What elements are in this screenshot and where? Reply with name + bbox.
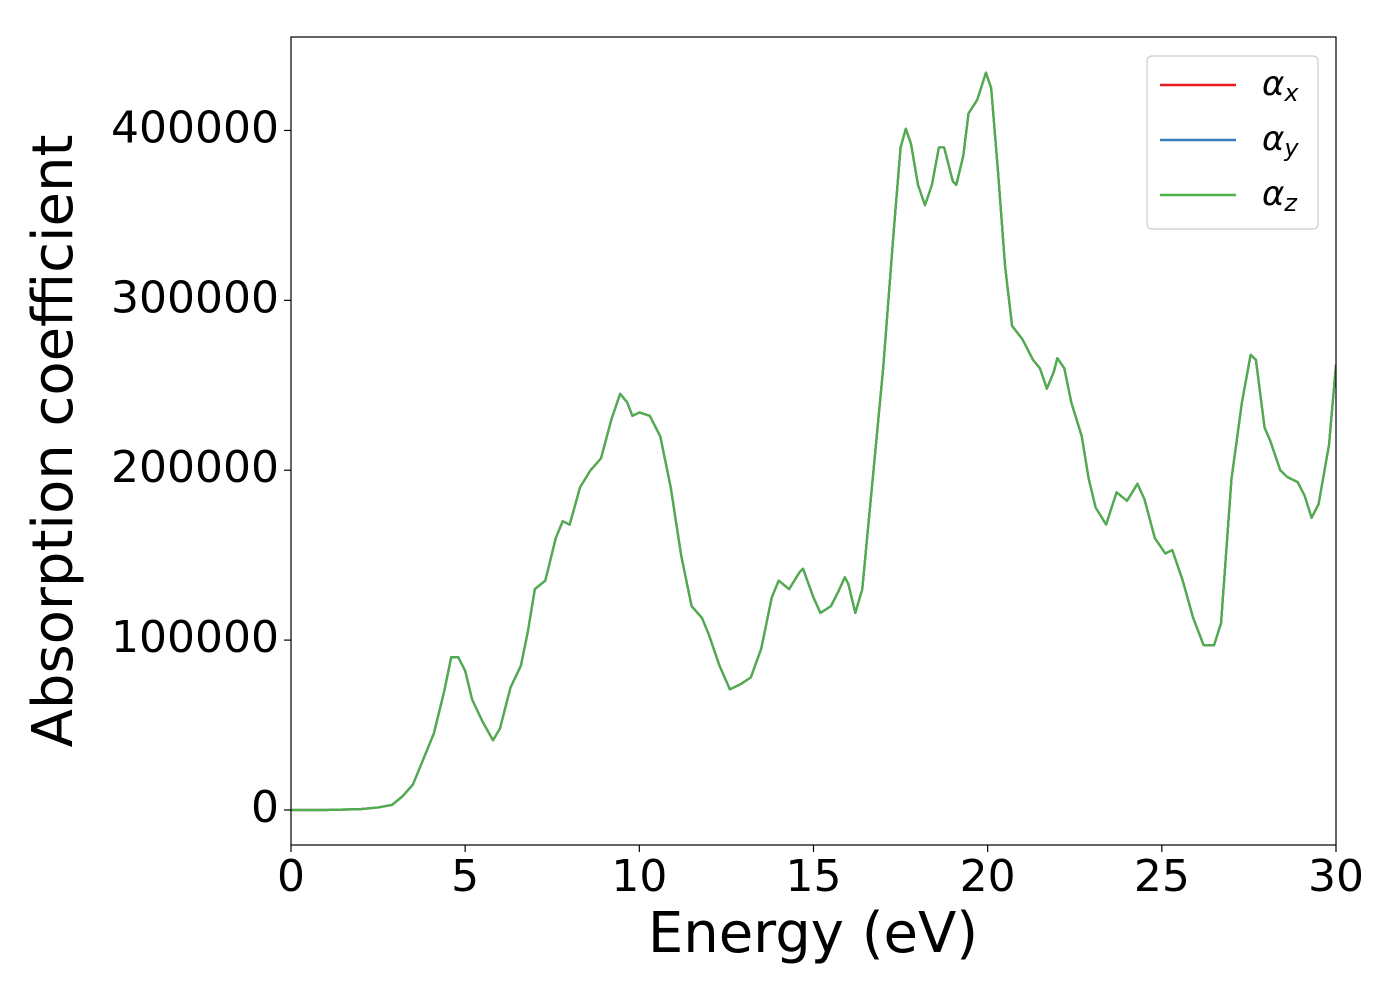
- plot-frame: [290, 36, 1337, 846]
- y-tick-label: 200000: [111, 442, 279, 493]
- y-tick-label: 300000: [111, 272, 279, 323]
- data-line: [291, 71, 1336, 812]
- x-tick-label: 5: [451, 851, 479, 902]
- x-tick-label: 25: [1134, 851, 1190, 902]
- y-axis-label: Absorption coefficient: [21, 135, 86, 748]
- y-tick-label: 100000: [111, 612, 279, 663]
- x-tick-label: 0: [277, 851, 305, 902]
- x-tick-label: 30: [1308, 851, 1364, 902]
- x-tick-label: 15: [786, 851, 842, 902]
- legend-box: [1146, 55, 1319, 230]
- y-tick-label: 400000: [111, 102, 279, 153]
- legend-label: αz: [1262, 174, 1298, 218]
- x-tick-label: 10: [611, 851, 667, 902]
- legend-label: αx: [1262, 64, 1299, 108]
- y-tick-label: 0: [251, 782, 279, 833]
- x-tick-label: 20: [960, 851, 1016, 902]
- legend-label: αy: [1262, 119, 1299, 163]
- x-axis-label: Energy (eV): [648, 901, 978, 966]
